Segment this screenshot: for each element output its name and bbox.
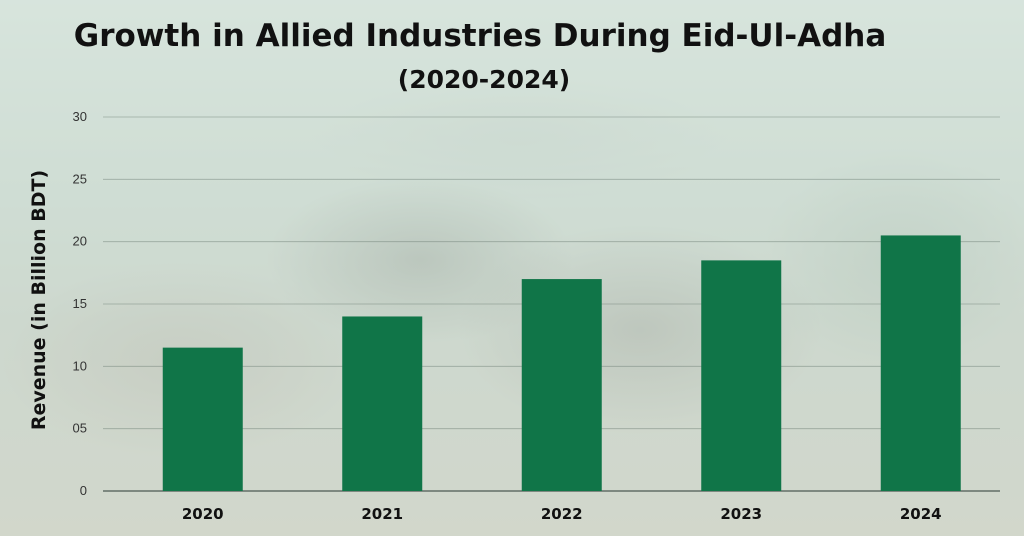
chart-subtitle: (2020-2024) [398, 65, 570, 94]
x-tick-label: 2022 [541, 505, 583, 523]
y-axis-label: Revenue (in Billion BDT) [28, 170, 50, 430]
y-tick-label: 25 [73, 171, 87, 186]
y-tick-label: 30 [73, 109, 87, 124]
bar-2022 [521, 279, 602, 491]
bar-2021 [342, 316, 423, 491]
bars [162, 235, 961, 491]
x-tick-label: 2023 [720, 505, 762, 523]
y-tick-label: 05 [73, 421, 87, 436]
y-tick-label: 10 [73, 358, 87, 373]
x-tick-label: 2020 [182, 505, 224, 523]
y-tick-label: 20 [73, 234, 87, 249]
bar-2023 [701, 260, 782, 491]
gridlines [103, 116, 1000, 492]
bar-2024 [880, 235, 961, 491]
chart-title: Growth in Allied Industries During Eid-U… [74, 18, 887, 54]
y-tick-labels: 0 05 10 15 20 25 30 [73, 109, 87, 498]
y-tick-label: 0 [80, 483, 87, 498]
y-tick-label: 15 [73, 296, 87, 311]
bar-2020 [162, 347, 243, 491]
x-tick-label: 2024 [900, 505, 942, 523]
x-tick-labels: 2020 2021 2022 2023 2024 [182, 505, 942, 523]
x-tick-label: 2021 [361, 505, 403, 523]
